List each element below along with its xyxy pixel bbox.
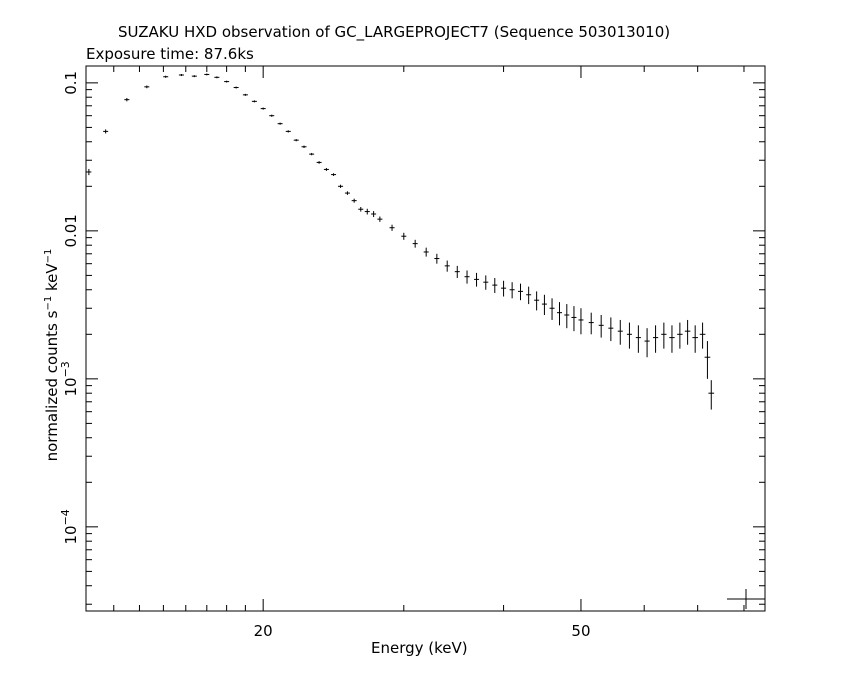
data-point	[549, 298, 555, 320]
data-point	[474, 272, 480, 287]
data-point	[699, 322, 706, 349]
data-point	[541, 294, 547, 316]
data-point	[412, 239, 418, 248]
data-point	[351, 198, 357, 203]
data-point	[652, 325, 659, 353]
data-points	[86, 73, 715, 410]
data-point	[644, 328, 650, 358]
data-point	[293, 139, 299, 142]
y-axis-label-sup2: −1	[43, 248, 54, 264]
data-point	[454, 265, 460, 279]
data-point	[598, 315, 604, 338]
data-point	[578, 308, 584, 335]
data-point	[338, 184, 344, 188]
data-point	[344, 191, 350, 195]
data-point	[526, 286, 532, 305]
data-point	[704, 341, 711, 379]
data-point	[233, 86, 239, 89]
data-point	[260, 107, 266, 110]
data-point	[86, 168, 92, 176]
data-point	[214, 76, 220, 79]
chart-title: SUZAKU HXD observation of GC_LARGEPROJEC…	[118, 23, 671, 41]
data-point	[364, 208, 370, 215]
data-point	[144, 85, 150, 89]
data-point	[692, 325, 698, 353]
data-point	[534, 291, 540, 311]
y-tick-label-base: 10	[62, 377, 80, 396]
legend-cross	[727, 589, 765, 609]
data-point	[269, 114, 275, 117]
data-point	[389, 224, 395, 231]
data-point	[163, 75, 169, 78]
data-point	[277, 122, 283, 125]
y-axis-label-mid: keV	[43, 263, 61, 296]
y-tick-label: 0.01	[62, 214, 80, 247]
y-tick-label: 0.1	[62, 71, 80, 95]
data-point	[103, 129, 109, 134]
y-tick-label-base: 0.01	[62, 214, 80, 247]
y-axis-label-text: normalized counts s	[43, 310, 61, 462]
data-point	[564, 304, 570, 329]
data-point	[501, 280, 507, 297]
data-point	[401, 232, 407, 240]
data-point	[708, 380, 715, 410]
x-axis-label: Energy (keV)	[371, 639, 468, 657]
data-point	[301, 145, 307, 148]
data-point	[316, 161, 322, 164]
data-point	[464, 270, 470, 284]
data-point	[323, 167, 329, 171]
data-point	[661, 322, 667, 349]
data-point	[191, 75, 197, 78]
data-point	[635, 325, 641, 353]
data-point	[571, 306, 577, 332]
data-point	[423, 247, 429, 257]
data-point	[557, 302, 563, 326]
y-axis-label-sup1: −1	[43, 295, 54, 311]
data-point	[285, 130, 291, 133]
data-point	[483, 275, 489, 290]
data-point	[434, 253, 440, 264]
data-point	[331, 173, 337, 176]
plot-frame	[85, 65, 766, 612]
data-point	[124, 98, 130, 102]
y-tick-label: 10−4	[59, 509, 80, 544]
data-point	[358, 206, 364, 212]
data-point	[588, 312, 594, 335]
x-tick-label: 50	[571, 622, 590, 640]
y-tick-label-base: 0.1	[62, 71, 80, 95]
data-point	[178, 73, 184, 77]
y-tick-label: 10−3	[59, 361, 80, 396]
data-point	[617, 319, 623, 345]
data-point	[684, 319, 691, 345]
x-tick-label: 20	[254, 622, 273, 640]
data-point	[669, 325, 675, 353]
y-axis-label: normalized counts s−1 keV−1	[43, 248, 61, 462]
y-tick-label-exponent: −3	[59, 361, 72, 377]
chart-subtitle: Exposure time: 87.6ks	[86, 45, 254, 63]
data-point	[371, 211, 377, 218]
data-point	[608, 317, 614, 342]
data-point	[309, 152, 315, 156]
data-point	[377, 216, 383, 222]
data-point	[204, 73, 210, 76]
data-point	[677, 322, 683, 349]
data-point	[242, 93, 248, 96]
y-tick-label-base: 10	[62, 525, 80, 544]
data-point	[492, 278, 498, 294]
data-point	[517, 283, 523, 301]
data-point	[444, 260, 450, 272]
data-point	[509, 282, 515, 299]
data-point	[251, 100, 257, 103]
data-point	[224, 80, 230, 83]
y-tick-label-exponent: −4	[59, 509, 72, 525]
data-point	[626, 322, 632, 349]
